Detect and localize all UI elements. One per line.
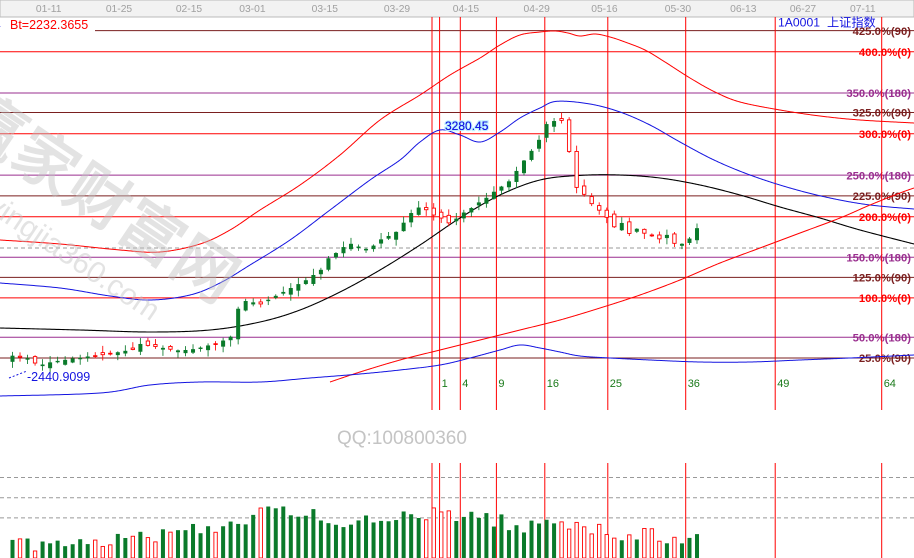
svg-text:16: 16 xyxy=(547,378,559,390)
svg-text:上证指数: 上证指数 xyxy=(827,15,876,30)
svg-text:04-15: 04-15 xyxy=(453,4,480,15)
svg-text:64: 64 xyxy=(884,378,896,390)
svg-text:100.0%(0): 100.0%(0) xyxy=(859,293,911,305)
svg-text:01-11: 01-11 xyxy=(36,4,62,15)
svg-text:05-30: 05-30 xyxy=(665,4,692,15)
svg-text:1A0001: 1A0001 xyxy=(778,16,820,30)
svg-text:350.0%(180): 350.0%(180) xyxy=(846,88,911,100)
svg-text:03-01: 03-01 xyxy=(239,4,266,15)
svg-text:06-13: 06-13 xyxy=(730,4,757,15)
svg-text:04-29: 04-29 xyxy=(524,4,551,15)
svg-text:03-15: 03-15 xyxy=(312,4,339,15)
svg-text:3280.45: 3280.45 xyxy=(445,119,489,133)
svg-text:25: 25 xyxy=(610,378,622,390)
svg-text:Bt=2232.3655: Bt=2232.3655 xyxy=(10,18,88,32)
svg-text:-2440.9099: -2440.9099 xyxy=(27,370,90,384)
svg-text:1: 1 xyxy=(442,378,448,390)
svg-text:400.0%(0): 400.0%(0) xyxy=(859,47,911,59)
svg-text:49: 49 xyxy=(777,378,789,390)
svg-text:36: 36 xyxy=(688,378,700,390)
svg-text:05-16: 05-16 xyxy=(591,4,618,15)
svg-text:07-11: 07-11 xyxy=(850,4,876,15)
svg-text:4: 4 xyxy=(462,378,468,390)
svg-text:300.0%(0): 300.0%(0) xyxy=(859,129,911,141)
svg-text:01-25: 01-25 xyxy=(106,4,133,15)
svg-text:150.0%(180): 150.0%(180) xyxy=(846,253,911,265)
svg-text:9: 9 xyxy=(498,378,504,390)
svg-text:25.0%(90): 25.0%(90) xyxy=(859,353,911,365)
svg-text:03-29: 03-29 xyxy=(384,4,411,15)
svg-text:02-15: 02-15 xyxy=(176,4,203,15)
svg-text:200.0%(0): 200.0%(0) xyxy=(859,212,911,224)
svg-text:QQ:100800360: QQ:100800360 xyxy=(337,428,467,449)
svg-text:06-27: 06-27 xyxy=(790,4,817,15)
svg-text:250.0%(180): 250.0%(180) xyxy=(846,170,911,182)
